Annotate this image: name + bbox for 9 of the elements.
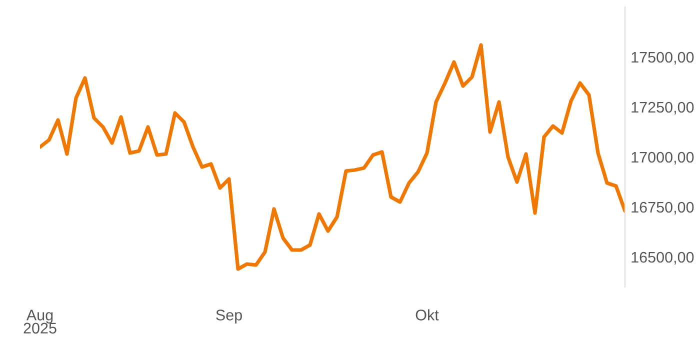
y-tick-label: 17500,00 xyxy=(632,52,694,64)
y-tick-label: 17000,00 xyxy=(632,152,694,164)
y-tick-label: 16500,00 xyxy=(632,252,694,264)
y-tick-label: 16750,00 xyxy=(632,202,694,214)
x-tick-label: Aug 2025 xyxy=(24,310,56,334)
y-tick-label: 17250,00 xyxy=(632,102,694,114)
line-series xyxy=(40,43,625,271)
x-tick-label: Okt xyxy=(416,309,439,320)
x-tick-label: Sep xyxy=(216,310,242,324)
